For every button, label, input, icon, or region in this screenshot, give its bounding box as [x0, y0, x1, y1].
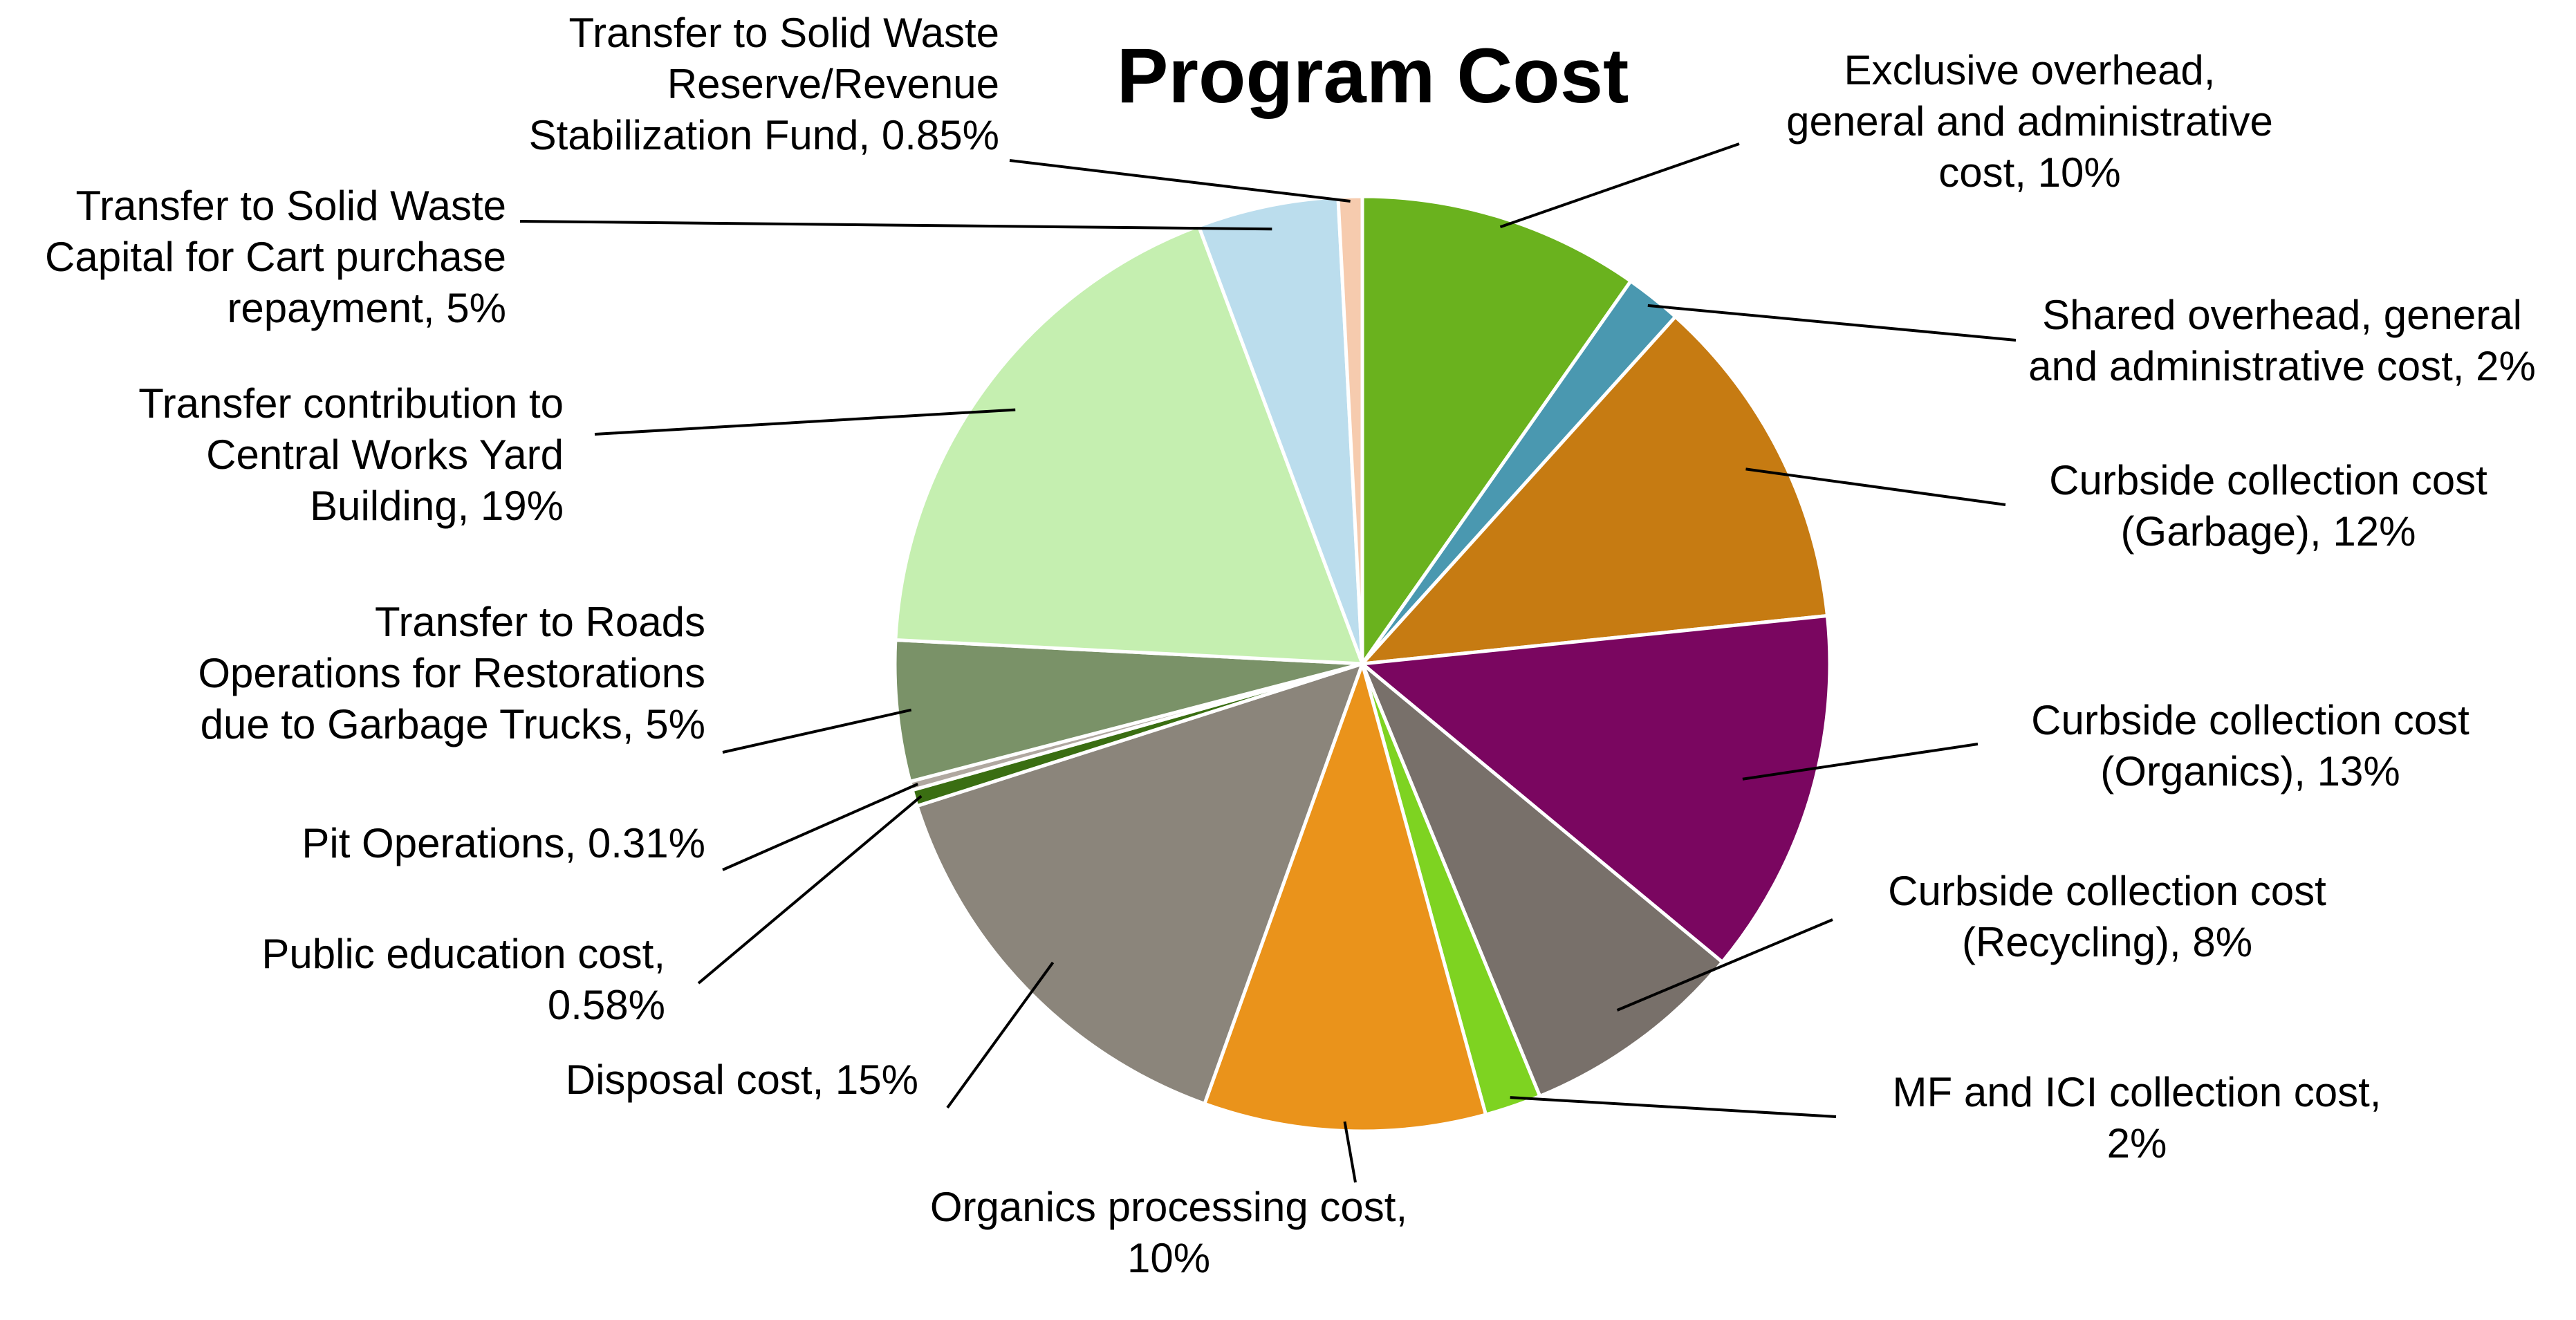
data-label: Curbside collection cost (Recycling), 8%	[1888, 868, 2326, 965]
leader-line	[1499, 142, 1740, 229]
data-label: Transfer to Solid Waste Reserve/Revenue St…	[529, 10, 999, 158]
leader-line	[1745, 467, 2006, 506]
data-label-line: Stabilization Fund, 0.85%	[529, 112, 999, 158]
pie-slice	[1358, 613, 1832, 965]
data-label: Exclusive overhead, general and administr…	[1786, 47, 2273, 196]
data-label-line: Transfer to Solid Waste	[76, 183, 506, 229]
leader-line	[1742, 743, 1979, 781]
data-label-line: Curbside collection cost	[1888, 868, 2326, 914]
leader-line	[1343, 1121, 1357, 1183]
data-label-line: cost, 10%	[1938, 149, 2120, 196]
pie-slice	[914, 661, 1366, 1106]
data-label-line: Transfer to Solid Waste	[569, 10, 999, 56]
data-label-line: Reserve/Revenue	[667, 61, 999, 107]
data-label: Transfer to Roads Operations for Restorat…	[198, 599, 705, 747]
data-label: MF and ICI collection cost, 2%	[1893, 1069, 2382, 1166]
data-label: Disposal cost, 15%	[566, 1057, 918, 1103]
data-label-line: 2%	[2107, 1120, 2167, 1166]
pie-slice	[893, 223, 1365, 666]
data-label-line: 0.58%	[548, 982, 665, 1028]
leader-line	[1009, 159, 1351, 203]
leader-line	[519, 220, 1272, 231]
data-label-line: Public education cost,	[261, 931, 665, 977]
pie-slice	[1360, 662, 1725, 1099]
data-label-line: Exclusive overhead,	[1844, 47, 2216, 93]
leader-line	[594, 408, 1016, 436]
data-label-line: (Recycling), 8%	[1962, 919, 2252, 965]
pie-slice	[1358, 314, 1830, 667]
pie-slice	[1196, 195, 1364, 664]
slice-labels: Exclusive overhead, general and administr…	[45, 10, 2536, 1281]
leader-line	[697, 794, 923, 985]
data-label-line: Curbside collection cost	[2049, 457, 2487, 503]
data-label-line: Building, 19%	[310, 483, 564, 529]
data-label: Public education cost, 0.58%	[261, 931, 665, 1028]
data-label: Transfer contribution to Central Works Ya…	[138, 380, 564, 529]
pie-slice	[1336, 194, 1364, 664]
data-label: Curbside collection cost (Organics), 13%	[2031, 697, 2470, 794]
leader-lines	[519, 142, 2017, 1183]
pie-slices	[893, 194, 1832, 1133]
data-label-line: general and administrative	[1786, 98, 2273, 145]
data-label-line: due to Garbage Trucks, 5%	[201, 701, 705, 747]
leader-line	[1510, 1096, 1837, 1118]
pie-slice	[893, 638, 1363, 784]
data-label: Pit Operations, 0.31%	[302, 820, 705, 866]
pie-slice	[1202, 658, 1488, 1133]
leader-line	[722, 783, 919, 871]
data-label-line: Transfer to Roads	[375, 599, 705, 645]
data-label-line: Pit Operations, 0.31%	[302, 820, 705, 866]
chart-title: Program Cost	[1117, 32, 1629, 119]
data-label-line: (Organics), 13%	[2100, 748, 2400, 794]
data-label-line: Operations for Restorations	[198, 650, 705, 696]
data-label-line: Central Works Yard	[206, 431, 564, 478]
data-label-line: and administrative cost, 2%	[2028, 343, 2536, 389]
leader-line	[1647, 304, 2017, 342]
pie-slice	[1360, 194, 1633, 669]
leader-line	[722, 708, 912, 754]
leader-line	[946, 961, 1055, 1109]
data-label-line: Curbside collection cost	[2031, 697, 2470, 743]
data-label-line: repayment, 5%	[227, 285, 506, 331]
data-label-line: Transfer contribution to	[138, 380, 564, 427]
data-label-line: Capital for Cart purchase	[45, 234, 506, 280]
data-label: Organics processing cost, 10%	[930, 1184, 1407, 1281]
data-label: Transfer to Solid Waste Capital for Cart …	[45, 183, 506, 331]
data-label: Curbside collection cost (Garbage), 12%	[2049, 457, 2487, 555]
data-label: Shared overhead, general and administrati…	[2028, 292, 2536, 389]
data-label-line: MF and ICI collection cost,	[1893, 1069, 2382, 1115]
data-label-line: (Garbage), 12%	[2121, 508, 2416, 555]
data-label-line: Shared overhead, general	[2042, 292, 2522, 338]
data-label-line: 10%	[1127, 1235, 1210, 1281]
data-label-line: Organics processing cost,	[930, 1184, 1407, 1230]
leader-line	[1616, 918, 1833, 1012]
data-label-line: Disposal cost, 15%	[566, 1057, 918, 1103]
